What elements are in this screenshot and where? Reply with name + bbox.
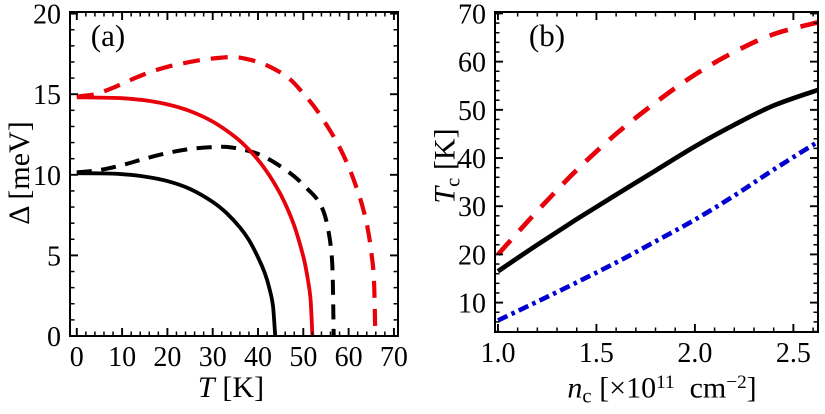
svg-text:10: 10 bbox=[458, 289, 486, 320]
panel-a-label: (a) bbox=[90, 18, 126, 53]
panel-a-x-axis-label: T [K] bbox=[198, 371, 264, 405]
svg-text:1.5: 1.5 bbox=[579, 338, 614, 369]
svg-text:1.0: 1.0 bbox=[480, 338, 515, 369]
svg-text:20: 20 bbox=[33, 0, 61, 31]
panel-b-xlabel-mid: cm bbox=[689, 371, 727, 405]
panel-b-y-axis-label: Tc [K] bbox=[428, 128, 465, 203]
svg-text:50: 50 bbox=[289, 342, 317, 373]
panel-b-xlabel-open: [×10 bbox=[599, 371, 657, 405]
svg-text:30: 30 bbox=[458, 192, 486, 223]
svg-text:40: 40 bbox=[244, 342, 272, 373]
svg-text:60: 60 bbox=[458, 48, 486, 79]
svg-text:15: 15 bbox=[33, 80, 61, 111]
panel-b-xlabel-exp1: 11 bbox=[656, 371, 675, 393]
svg-text:10: 10 bbox=[33, 161, 61, 192]
svg-text:60: 60 bbox=[335, 342, 363, 373]
svg-text:50: 50 bbox=[458, 96, 486, 127]
panel-b-ylabel-unit: [K] bbox=[428, 128, 462, 171]
svg-text:70: 70 bbox=[458, 0, 486, 30]
svg-text:0: 0 bbox=[47, 322, 61, 353]
panel-a-xlabel-unit: [K] bbox=[222, 371, 265, 404]
panel-b-ylabel-sub: c bbox=[442, 177, 465, 187]
panel-b-x-axis-label: nc [×1011 cm−2] bbox=[567, 371, 756, 408]
panel-b-xlabel-exp2: −2 bbox=[726, 371, 747, 393]
panel-a-ylabel-text: Δ [meV] bbox=[3, 121, 36, 225]
svg-text:20: 20 bbox=[153, 342, 181, 373]
svg-text:2.5: 2.5 bbox=[776, 338, 811, 369]
svg-text:20: 20 bbox=[458, 240, 486, 271]
panel-a-y-axis-label: Δ [meV] bbox=[3, 121, 37, 224]
panel-b-xlabel-sub: c bbox=[582, 385, 592, 408]
svg-text:2.0: 2.0 bbox=[677, 338, 712, 369]
panel-a-xlabel-var: T bbox=[197, 371, 215, 404]
svg-text:30: 30 bbox=[199, 342, 227, 373]
svg-text:5: 5 bbox=[47, 241, 61, 272]
panel-b-xlabel-close: ] bbox=[746, 371, 757, 405]
svg-text:10: 10 bbox=[108, 342, 136, 373]
svg-text:40: 40 bbox=[458, 144, 486, 175]
panel-b-label: (b) bbox=[528, 18, 566, 53]
panel-b-xlabel-var: n bbox=[567, 371, 583, 405]
panel-b-ylabel-var: T bbox=[428, 186, 462, 204]
svg-text:70: 70 bbox=[380, 342, 408, 373]
svg-text:0: 0 bbox=[70, 342, 84, 373]
